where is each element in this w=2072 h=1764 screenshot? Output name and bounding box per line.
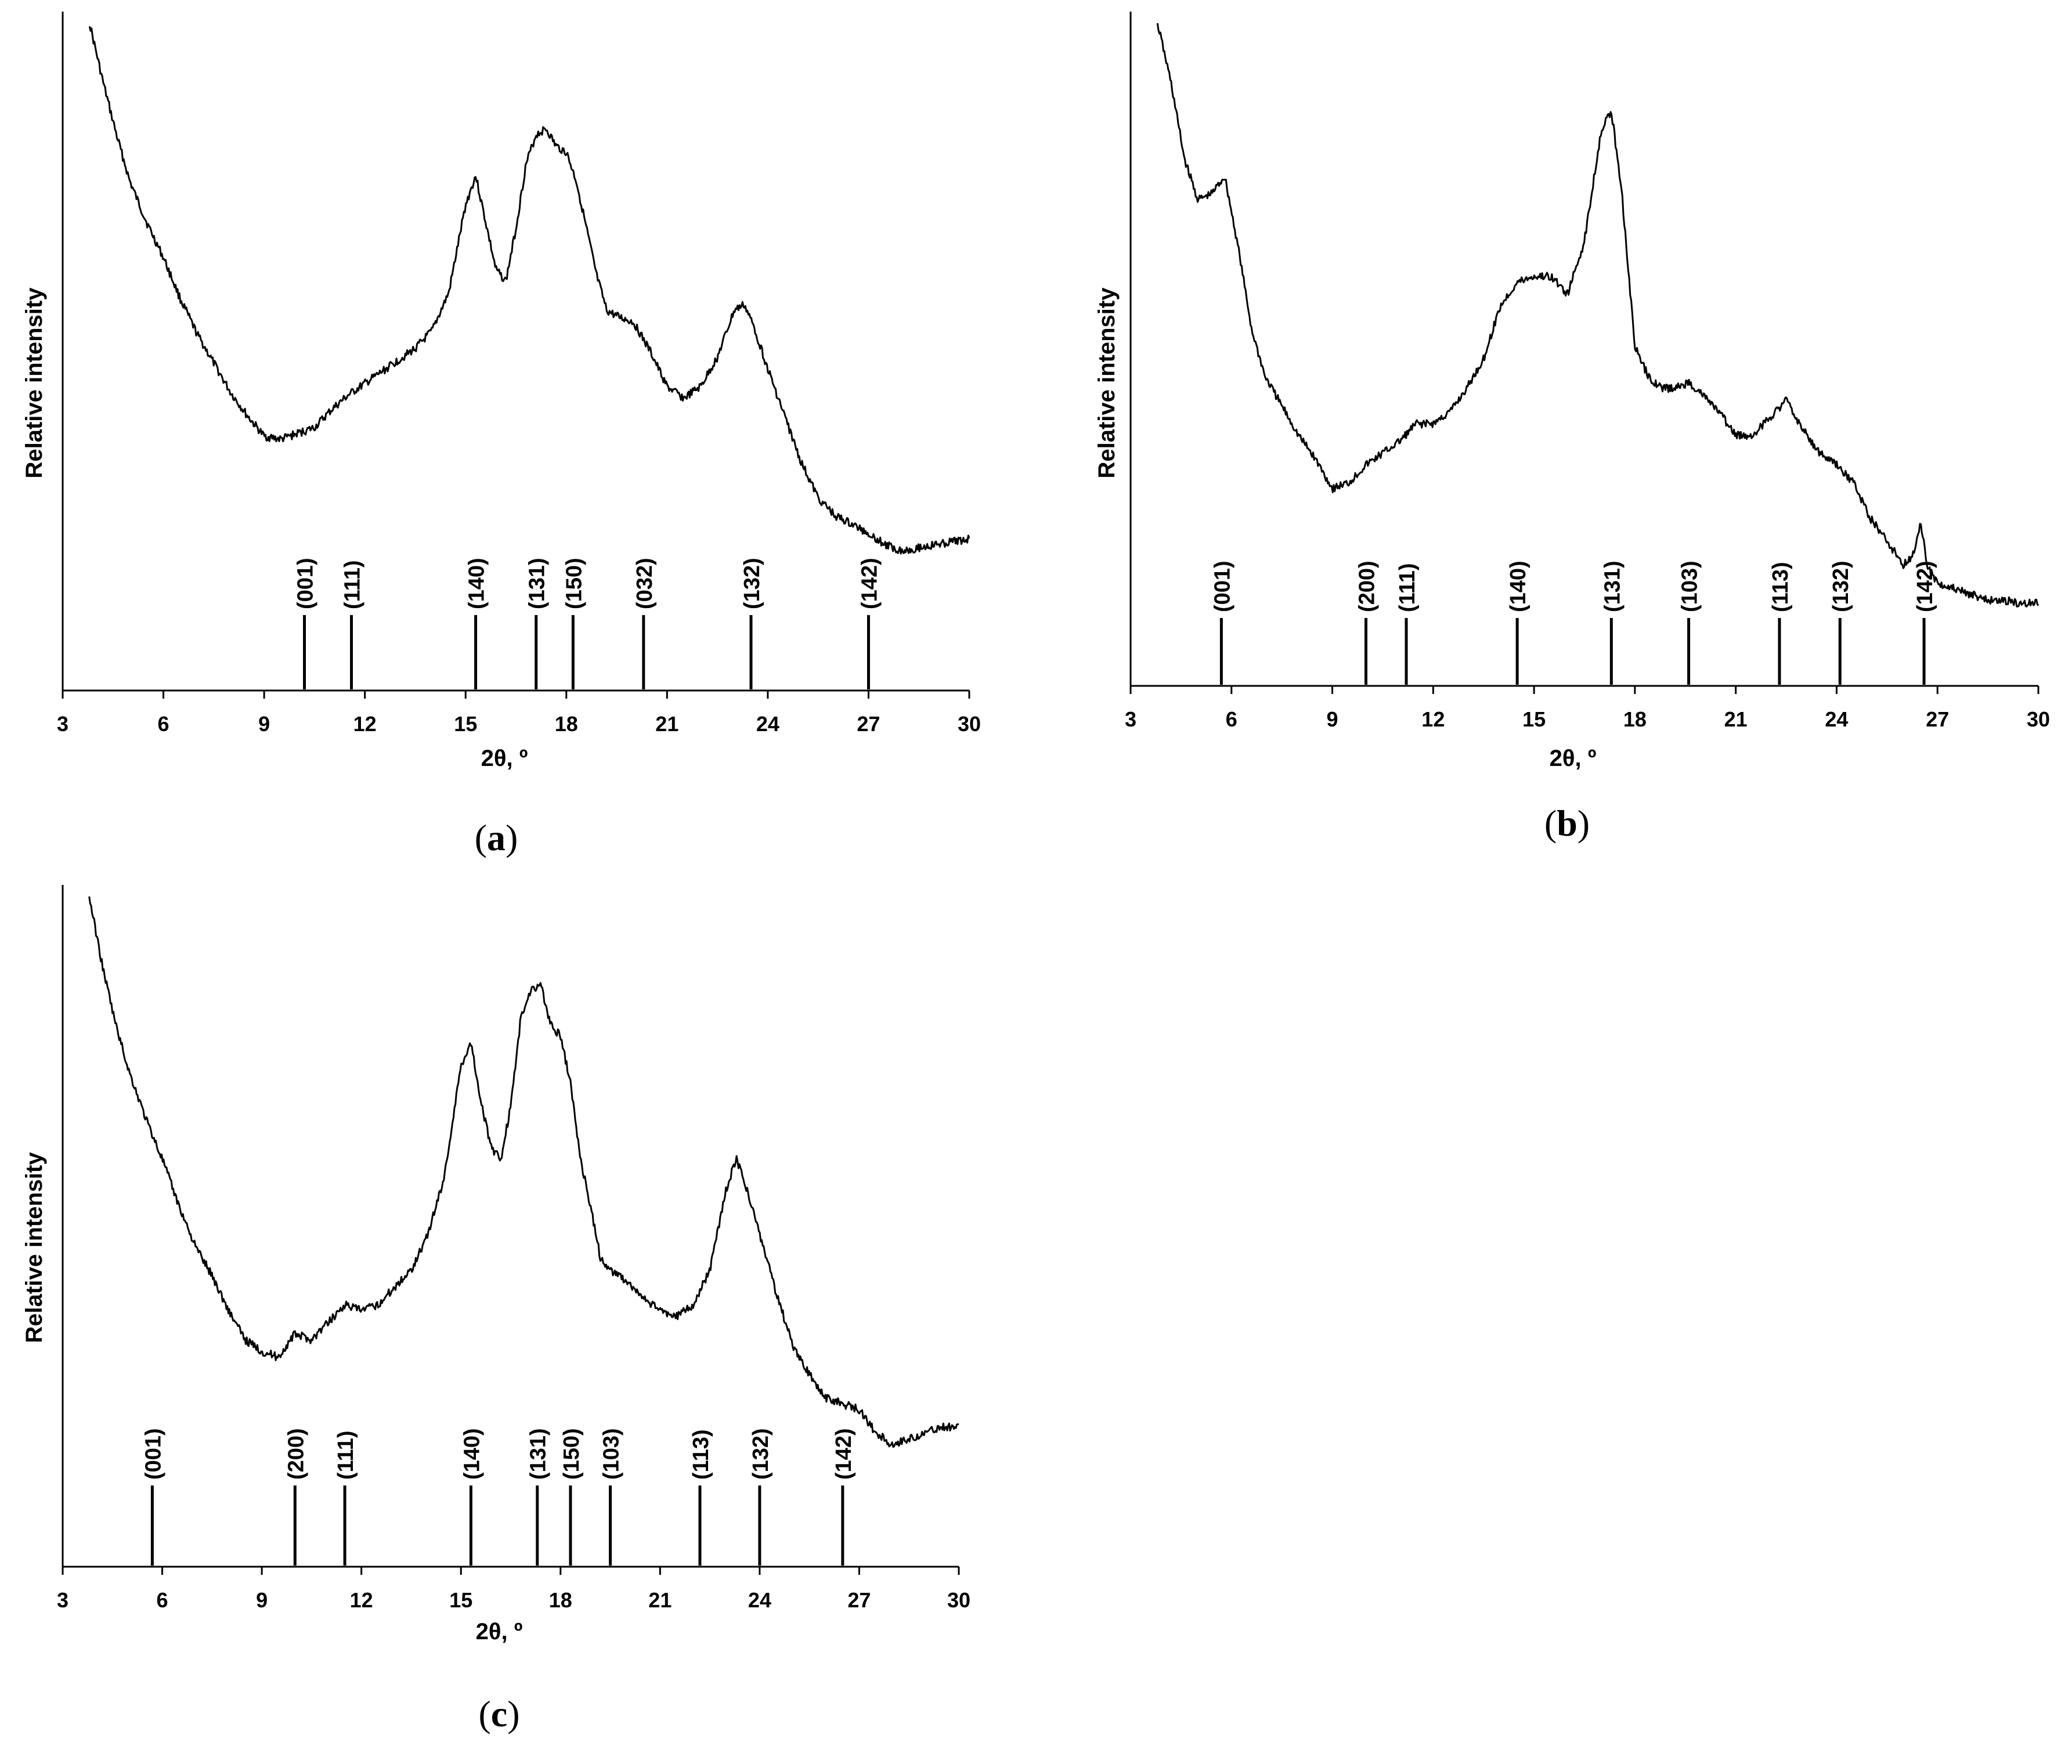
x-tick-label: 18 — [549, 1588, 572, 1612]
reflection-label: (131) — [1600, 561, 1625, 612]
x-tick-label: 21 — [1724, 707, 1748, 731]
x-tick-label: 21 — [648, 1588, 672, 1612]
panel-label: (b) — [1544, 803, 1590, 844]
x-tick-label: 27 — [847, 1588, 871, 1612]
x-axis-title: 2θ, º — [481, 746, 528, 771]
panel-label: (a) — [475, 817, 518, 858]
reflection-label: (200) — [1355, 561, 1379, 612]
reflection-label: (132) — [749, 1428, 773, 1480]
panel-b-chart: 3 6 9 12 15 18 21 24 27 30 2θ, º Relative intensity… — [1094, 12, 2050, 844]
x-tick-label: 30 — [958, 712, 981, 736]
reflection-label: (032) — [633, 558, 657, 609]
x-tick-label: 12 — [353, 712, 377, 736]
x-tick-label: 9 — [258, 712, 270, 736]
reflection-label: (001) — [294, 558, 318, 609]
x-tick-label: 30 — [947, 1588, 970, 1612]
diffraction-trace — [88, 896, 959, 1448]
reflection-label: (111) — [1395, 563, 1420, 612]
reflection-label: (111) — [341, 560, 365, 609]
reflection-label: (150) — [559, 1428, 584, 1480]
panel-a-chart: 3 6 9 12 15 18 21 24 27 30 2θ, º Relative intensity… — [21, 12, 981, 858]
x-tick-label: 15 — [1522, 707, 1546, 731]
reflection-label: (140) — [465, 558, 489, 609]
x-tick-label: 6 — [157, 1588, 168, 1612]
panel-c-chart: 3 6 9 12 15 18 21 24 27 30 2θ, º Relative intensity… — [21, 885, 970, 1734]
reflection-label: (111) — [334, 1430, 358, 1480]
reflection-label: (001) — [141, 1428, 165, 1480]
reflection-label: (140) — [460, 1428, 484, 1480]
x-tick-label: 27 — [1926, 707, 1949, 731]
x-tick-label: 24 — [756, 712, 779, 736]
reflection-label: (103) — [600, 1428, 624, 1480]
y-axis-title: Relative intensity — [21, 1152, 47, 1343]
x-tick-label: 21 — [655, 712, 678, 736]
x-tick-label: 9 — [1327, 707, 1338, 731]
x-tick-label: 24 — [748, 1588, 771, 1612]
reflection-label: (142) — [857, 558, 882, 609]
reflection-label: (142) — [832, 1428, 856, 1480]
reflection-label: (131) — [525, 558, 550, 609]
reflection-label: (103) — [1678, 561, 1702, 612]
x-tick-label: 12 — [1421, 707, 1445, 731]
reflection-label: (200) — [284, 1428, 308, 1480]
reflection-label: (113) — [689, 1429, 713, 1480]
x-axis-title: 2θ, º — [1550, 746, 1597, 771]
diffraction-trace — [88, 26, 970, 555]
y-axis-title: Relative intensity — [21, 287, 47, 479]
panel-label: (c) — [478, 1693, 519, 1734]
x-tick-label: 6 — [1226, 707, 1237, 731]
x-tick-label: 3 — [1125, 707, 1136, 731]
x-tick-label: 12 — [350, 1588, 373, 1612]
reflection-label: (131) — [526, 1428, 551, 1480]
x-tick-label: 3 — [57, 712, 68, 736]
x-tick-label: 30 — [2027, 707, 2050, 731]
x-tick-label: 15 — [449, 1588, 472, 1612]
x-axis-title: 2θ, º — [476, 1619, 523, 1644]
reflection-label: (113) — [1768, 562, 1793, 612]
reflection-label: (001) — [1210, 561, 1234, 612]
reflection-label: (132) — [1829, 561, 1853, 612]
x-tick-label: 9 — [256, 1588, 268, 1612]
reflection-label: (140) — [1506, 561, 1530, 612]
x-tick-label: 6 — [158, 712, 169, 736]
reflection-label: (132) — [740, 558, 764, 609]
x-tick-label: 27 — [857, 712, 880, 736]
reflection-label: (142) — [1913, 561, 1937, 612]
x-tick-label: 15 — [454, 712, 477, 736]
x-tick-label: 18 — [555, 712, 578, 736]
x-tick-label: 3 — [57, 1588, 68, 1612]
y-axis-title: Relative intensity — [1094, 287, 1120, 479]
reflection-label: (150) — [562, 558, 586, 609]
diffraction-trace — [1156, 23, 2039, 608]
x-tick-label: 24 — [1825, 707, 1848, 731]
x-tick-label: 18 — [1623, 707, 1647, 731]
